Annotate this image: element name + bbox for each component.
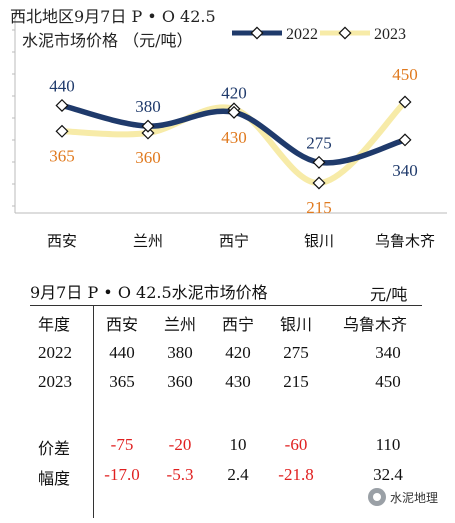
x-tick-label: 西宁 [219, 232, 249, 250]
point-2023-兰州 [141, 126, 155, 140]
cell-2022-xian: 440 [109, 343, 135, 362]
data-label-2023-银川: 215 [306, 198, 332, 217]
point-2022-乌鲁木齐 [398, 133, 412, 147]
header-lanzhou: 兰州 [163, 315, 196, 334]
cell-diff-urumqi: 110 [375, 435, 401, 454]
legend-marker-2023 [338, 26, 352, 40]
legend-marker-2022 [250, 26, 264, 40]
cell-2022-urumqi: 340 [375, 343, 401, 362]
header-yinchuan: 银川 [279, 315, 312, 334]
data-label-2023-乌鲁木齐: 450 [392, 65, 418, 84]
data-label-2023-兰州: 360 [135, 148, 161, 167]
row-label-difference: 价差 [38, 439, 71, 458]
chart-title-line1: 西北地区9月7日 P • O 42.5 [10, 7, 216, 26]
data-label-2022-西宁: 420 [221, 83, 247, 102]
cell-range-xian: -17.0 [104, 465, 140, 484]
row-label-range: 幅度 [38, 469, 71, 488]
cell-2023-lanzhou: 360 [167, 372, 193, 391]
cell-diff-lanzhou: -20 [168, 435, 192, 454]
cell-2023-xian: 365 [109, 372, 135, 391]
cell-2023-xining: 430 [225, 372, 251, 391]
row-label-2022: 2022 [38, 343, 72, 362]
price-line-chart: 西北地区9月7日 P • O 42.5 水泥市场价格 （元/吨） 2022 2023 4… [10, 7, 447, 250]
chart-title-line2: 水泥市场价格 （元/吨） [22, 31, 192, 50]
point-2023-乌鲁木齐 [398, 95, 412, 109]
header-xining: 西宁 [221, 315, 254, 334]
data-label-2022-兰州: 380 [135, 97, 161, 116]
point-2023-西安 [55, 124, 69, 138]
cell-diff-yinchuan: -60 [284, 435, 308, 454]
point-2023-银川 [312, 176, 326, 190]
point-2022-西安 [55, 98, 69, 112]
data-label-2023-西宁: 430 [221, 128, 247, 147]
header-urumqi: 乌鲁木齐 [342, 315, 407, 334]
cell-2022-yinchuan: 275 [283, 343, 309, 362]
legend-label-2023: 2023 [374, 26, 406, 43]
header-year: 年度 [38, 315, 71, 334]
data-label-2022-银川: 275 [306, 133, 332, 152]
cell-2022-xining: 420 [225, 343, 251, 362]
point-2022-西宁 [227, 105, 241, 119]
data-label-2022-西安: 440 [49, 76, 75, 95]
cell-range-yinchuan: -21.8 [278, 465, 314, 484]
data-label-2023-西安: 365 [49, 146, 75, 165]
chart-svg: 西北地区9月7日 P • O 42.5 水泥市场价格 （元/吨） 2022 2023 4… [10, 7, 447, 250]
cell-2023-urumqi: 450 [375, 372, 401, 391]
cell-2022-lanzhou: 380 [167, 343, 193, 362]
row-label-2023: 2023 [38, 372, 72, 391]
header-xian: 西安 [105, 315, 138, 334]
legend-label-2022: 2022 [286, 26, 318, 43]
data-label-2022-乌鲁木齐: 340 [392, 161, 418, 180]
cell-range-lanzhou: -5.3 [166, 465, 194, 484]
x-tick-label: 乌鲁木齐 [375, 232, 435, 250]
cell-diff-xian: -75 [110, 435, 134, 454]
table-unit: 元/吨 [370, 285, 408, 304]
price-table: 9月7日 P • O 42.5水泥市场价格 元/吨 年度 西安 兰州 西宁 银川… [0, 270, 455, 523]
table-column-divider [93, 306, 94, 518]
cell-range-xining: 2.4 [227, 465, 249, 484]
table-header-divider [30, 305, 422, 306]
x-tick-label: 兰州 [133, 232, 163, 250]
cell-2023-yinchuan: 215 [283, 372, 309, 391]
cell-range-urumqi: 32.4 [373, 465, 403, 484]
x-tick-label: 西安 [47, 232, 77, 250]
wechat-icon [368, 488, 386, 506]
cell-diff-xining: 10 [229, 435, 247, 454]
point-2022-兰州 [141, 119, 155, 133]
table-title: 9月7日 P • O 42.5水泥市场价格 [30, 283, 268, 302]
watermark: 水泥地理 [368, 488, 438, 506]
x-tick-label: 银川 [304, 232, 334, 250]
watermark-text: 水泥地理 [390, 490, 439, 505]
point-2022-银川 [312, 155, 326, 169]
